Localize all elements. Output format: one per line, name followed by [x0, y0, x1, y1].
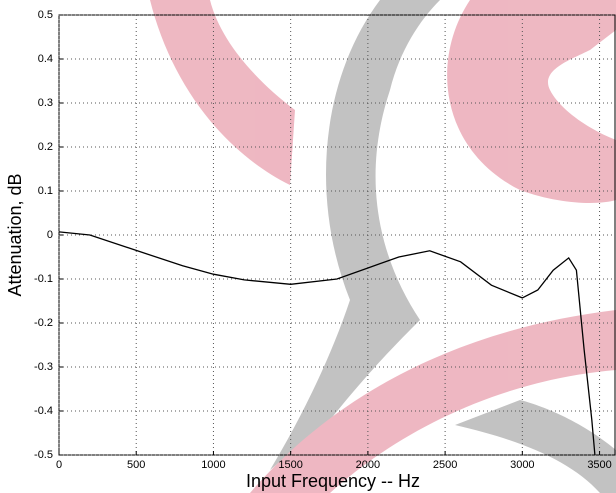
y-tick-label: 0.1 — [38, 185, 53, 197]
y-tick-label: 0 — [47, 229, 53, 241]
x-tick-label: 0 — [56, 459, 62, 471]
y-tick-label: 0.4 — [38, 53, 53, 65]
x-tick-label: 2000 — [356, 459, 380, 471]
y-tick-label: -0.2 — [34, 317, 53, 329]
x-tick-label: 1500 — [278, 459, 302, 471]
data-line — [59, 231, 596, 455]
x-axis-label: Input Frequency -- Hz — [246, 471, 420, 491]
y-tick-label: -0.4 — [34, 405, 53, 417]
y-tick-label: 0.3 — [38, 97, 53, 109]
y-tick-label: -0.3 — [34, 361, 53, 373]
y-axis-label: Attenuation, dB — [5, 173, 25, 296]
y-tick-label: -0.5 — [34, 449, 53, 461]
y-tick-label: -0.1 — [34, 273, 53, 285]
watermark — [150, 0, 616, 493]
x-tick-label: 1000 — [201, 459, 225, 471]
x-tick-label: 3000 — [510, 459, 534, 471]
x-tick-label: 2500 — [433, 459, 457, 471]
y-tick-label: 0.2 — [38, 141, 53, 153]
y-tick-label: 0.5 — [38, 9, 53, 21]
x-tick-label: 3500 — [587, 459, 611, 471]
x-tick-label: 500 — [127, 459, 145, 471]
